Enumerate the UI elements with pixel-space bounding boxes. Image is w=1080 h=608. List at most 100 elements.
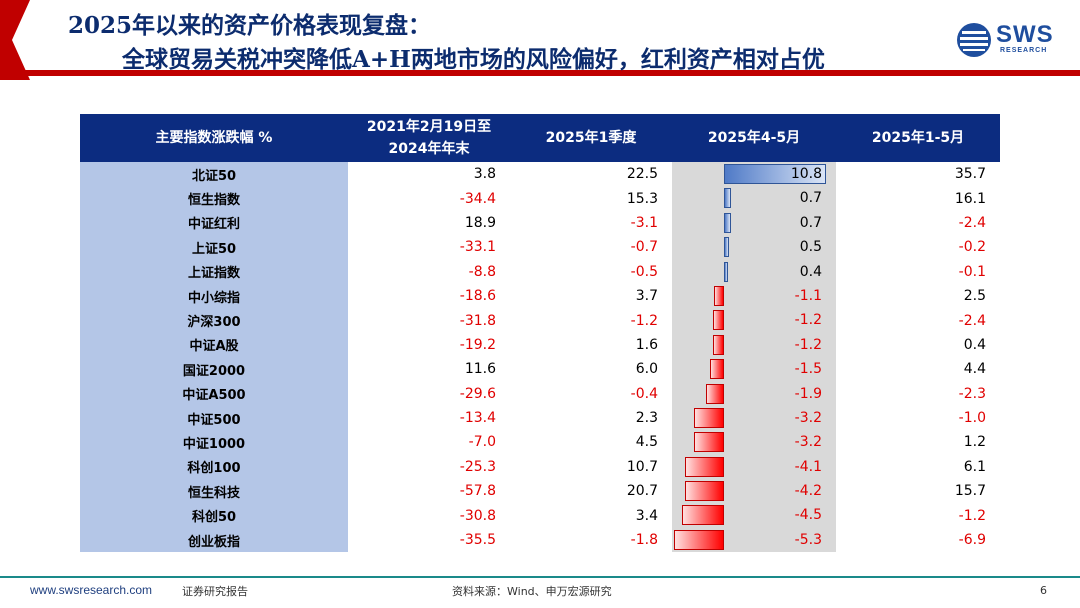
value-2025-jan-may-cell: -2.4 [958,214,986,231]
index-name-cell: 恒生科技 [80,479,348,504]
index-name-cell: 恒生指数 [80,186,348,211]
value-2025-q1-cell: -0.5 [630,263,658,280]
value-2025-apr-may-cell: -1.2 [672,308,836,333]
footer-divider-line [0,576,1080,578]
value-2021-2024-cell: -33.1 [459,239,496,256]
table-row: 上证50 -33.1 -0.7 0.5 -0.2 [80,235,1000,260]
bar-value-label: -4.5 [794,507,822,524]
value-2025-jan-may-cell: -1.2 [958,507,986,524]
data-bar [724,188,731,209]
page-title-line2: 全球贸易关税冲突降低A+H两地市场的风险偏好，红利资产相对占优 [122,46,825,73]
value-2025-jan-may-cell: 0.4 [963,336,986,353]
logo-subtext: RESEARCH [1000,47,1048,54]
value-2021-2024-cell: -31.8 [459,312,496,329]
value-2025-jan-may-cell: 16.1 [954,190,986,207]
header-index-name: 主要指数涨跌幅 % [155,130,273,146]
table-row: 恒生指数 -34.4 15.3 0.7 16.1 [80,186,1000,211]
value-2025-apr-may-cell: -5.3 [672,527,836,553]
data-bar [693,407,724,428]
data-bar [681,505,724,526]
sws-logo: SWS RESEARCH [956,20,1066,60]
sws-logo-icon [957,23,991,57]
value-2025-q1-cell: 3.7 [635,288,658,305]
index-name-cell: 中证500 [80,405,348,431]
value-2025-apr-may-cell: -1.5 [672,357,836,382]
header-2025-q1: 2025年1季度 [545,130,637,146]
data-bar [724,261,728,282]
value-2021-2024-cell: -30.8 [459,507,496,524]
value-2021-2024-cell: -57.8 [459,483,496,500]
index-name-cell: 上证指数 [80,259,348,284]
index-name-cell: 上证50 [80,235,348,260]
table-row: 恒生科技 -57.8 20.7 -4.2 15.7 [80,479,1000,504]
index-name-cell: 中证A股 [80,332,348,358]
table-row: 国证2000 11.6 6.0 -1.5 4.4 [80,357,1000,382]
header-2025-jan-may: 2025年1-5月 [871,130,965,146]
value-2025-jan-may-cell: 1.2 [963,434,986,451]
value-2025-q1-cell: -1.2 [630,312,658,329]
value-2021-2024-cell: -34.4 [459,190,496,207]
value-2021-2024-cell: -7.0 [468,434,496,451]
value-2025-q1-cell: -1.8 [630,532,658,549]
data-bar [693,432,724,453]
table-header-row: 主要指数涨跌幅 % 2021年2月19日至 2024年年末 2025年1季度 20… [80,114,1000,162]
bar-value-label: 0.7 [799,190,822,207]
bar-value-label: -3.2 [794,409,822,426]
value-2025-jan-may-cell: -2.4 [958,312,986,329]
table-row: 科创100 -25.3 10.7 -4.1 6.1 [80,454,1000,480]
bar-value-label: -5.3 [794,531,822,548]
bar-value-label: 0.4 [799,263,822,280]
value-2025-q1-cell: 15.3 [626,190,658,207]
table-body: 北证50 3.8 22.5 10.8 35.7 恒生指数 -34.4 15.3 0.7 16.1 中… [80,162,1000,553]
data-bar [712,334,724,355]
data-bar [724,237,729,258]
value-2025-jan-may-cell: -0.2 [958,239,986,256]
value-2025-q1-cell: 4.5 [635,434,658,451]
index-name-cell: 中证A500 [80,381,348,406]
table-row: 中小综指 -18.6 3.7 -1.1 2.5 [80,283,1000,309]
value-2025-apr-may-cell: -1.1 [672,283,836,309]
header-2021-2024: 2021年2月19日至 2024年年末 [366,119,492,157]
value-2021-2024-cell: -25.3 [459,458,496,475]
bar-value-label: -4.1 [794,458,822,475]
bar-value-label: 10.8 [790,166,822,182]
data-bar [684,481,724,502]
footer-website-link[interactable]: www.swsresearch.com [30,583,153,597]
value-2021-2024-cell: -29.6 [459,385,496,402]
table-row: 科创50 -30.8 3.4 -4.5 -1.2 [80,503,1000,528]
table-row: 中证红利 18.9 -3.1 0.7 -2.4 [80,210,1000,236]
data-bar [674,529,724,550]
value-2025-jan-may-cell: 15.7 [954,483,986,500]
value-2025-jan-may-cell: 2.5 [963,288,986,305]
value-2021-2024-cell: -13.4 [459,410,496,427]
bar-value-label: -3.2 [794,434,822,451]
table-row: 北证50 3.8 22.5 10.8 35.7 [80,162,1000,187]
index-name-cell: 中证1000 [80,430,348,455]
header-divider-line [14,70,1080,76]
bar-value-label: 0.7 [799,214,822,231]
value-2025-q1-cell: -0.4 [630,385,658,402]
value-2025-apr-may-cell: 10.8 [672,162,836,187]
value-2025-apr-may-cell: -1.2 [672,332,836,358]
table-row: 沪深300 -31.8 -1.2 -1.2 -2.4 [80,308,1000,333]
value-2025-apr-may-cell: -4.1 [672,454,836,480]
value-2025-q1-cell: 1.6 [635,336,658,353]
data-bar [724,212,731,233]
data-bar [685,456,724,477]
footer-report-type: 证券研究报告 [182,585,248,598]
value-2025-jan-may-cell: 4.4 [963,361,986,378]
value-2025-jan-may-cell: 35.7 [954,166,986,183]
index-name-cell: 中证红利 [80,210,348,236]
index-name-cell: 中小综指 [80,283,348,309]
data-bar [709,359,724,380]
bar-value-label: -1.9 [794,385,822,402]
bar-value-label: -1.1 [794,287,822,304]
page-number: 6 [1040,584,1047,597]
footer-source-note: 资料来源：Wind、申万宏源研究 [452,585,612,598]
value-2025-q1-cell: -0.7 [630,239,658,256]
table-row: 中证A500 -29.6 -0.4 -1.9 -2.3 [80,381,1000,406]
value-2021-2024-cell: 18.9 [464,214,496,231]
index-name-cell: 科创100 [80,454,348,480]
table-row: 中证A股 -19.2 1.6 -1.2 0.4 [80,332,1000,358]
value-2025-apr-may-cell: 0.7 [672,186,836,211]
